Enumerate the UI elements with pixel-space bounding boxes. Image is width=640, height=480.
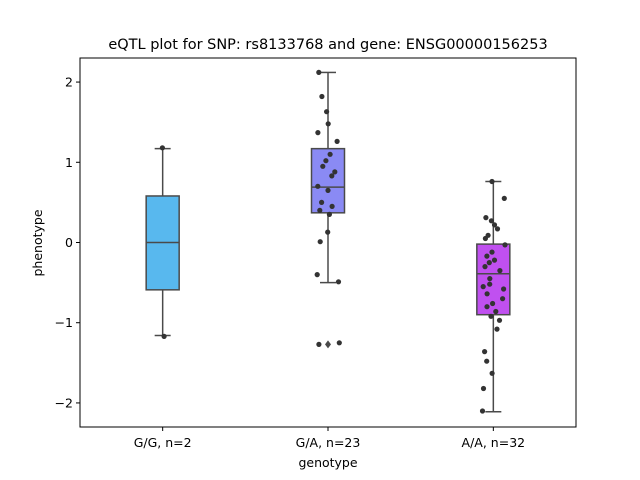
data-point <box>488 313 494 319</box>
points-group-1 <box>159 145 167 339</box>
data-point <box>325 121 331 127</box>
data-point <box>500 296 506 302</box>
y-tick-label: −2 <box>55 395 73 410</box>
data-point <box>497 268 503 274</box>
points-group-3 <box>479 178 508 414</box>
data-point <box>314 272 320 278</box>
data-point <box>332 169 338 175</box>
data-point <box>336 340 342 346</box>
data-point <box>484 291 490 297</box>
data-point <box>334 138 340 144</box>
data-point <box>489 370 495 376</box>
data-point <box>315 183 321 189</box>
data-point <box>480 284 486 290</box>
data-point <box>487 281 493 287</box>
y-axis-label: phenotype <box>30 209 45 276</box>
data-point <box>493 308 499 315</box>
data-point <box>502 242 508 248</box>
iqr-box <box>310 147 346 214</box>
data-point <box>484 304 490 310</box>
data-point <box>484 358 490 364</box>
data-point <box>159 145 165 151</box>
data-point <box>317 239 323 245</box>
data-point <box>324 109 330 115</box>
data-point <box>491 222 498 228</box>
data-point <box>482 264 488 270</box>
data-point <box>484 253 490 259</box>
data-point <box>501 195 507 201</box>
data-point <box>326 211 332 217</box>
chart-title: eQTL plot for SNP: rs8133768 and gene: E… <box>108 37 547 53</box>
x-axis-label: genotype <box>298 455 357 470</box>
data-point <box>316 69 322 75</box>
data-point <box>488 218 494 224</box>
data-point <box>323 158 329 164</box>
data-point <box>494 326 500 332</box>
data-point <box>489 178 495 185</box>
y-tick-label: 1 <box>65 155 73 170</box>
data-point <box>320 163 326 169</box>
box-group-1 <box>145 147 180 337</box>
data-point <box>315 130 321 136</box>
data-point <box>325 187 331 193</box>
y-tick-label: 0 <box>65 235 73 250</box>
data-point <box>490 300 496 307</box>
data-point <box>319 199 325 205</box>
data-point <box>494 226 501 232</box>
data-point <box>329 203 335 209</box>
data-point <box>327 151 333 157</box>
data-point <box>319 93 325 100</box>
box-group-3 <box>476 180 511 413</box>
y-tick-label: 2 <box>65 75 73 90</box>
points-group-2 <box>314 69 342 347</box>
data-point <box>480 385 487 392</box>
plot-area: −2 −1 0 1 2 G/G, n=2 G/A, n=23 A/A, n=32 <box>55 57 577 450</box>
data-point <box>483 215 489 221</box>
data-point <box>482 235 488 242</box>
x-tick-label: G/G, n=2 <box>134 435 192 450</box>
data-point <box>489 249 495 255</box>
data-point <box>325 229 331 235</box>
data-point <box>501 286 507 292</box>
y-tick-label: −1 <box>55 315 73 330</box>
data-point <box>316 341 322 347</box>
data-point <box>317 207 323 213</box>
data-point <box>161 333 167 339</box>
outlier-marker <box>325 340 331 349</box>
x-tick-label: G/A, n=23 <box>296 435 361 450</box>
data-point <box>487 276 493 282</box>
data-point <box>496 317 503 323</box>
data-point <box>491 257 498 263</box>
data-point <box>482 349 488 355</box>
data-point <box>335 279 342 285</box>
data-point <box>486 260 492 266</box>
x-tick-label: A/A, n=32 <box>462 435 526 450</box>
data-point <box>479 408 486 414</box>
data-point <box>329 173 335 179</box>
